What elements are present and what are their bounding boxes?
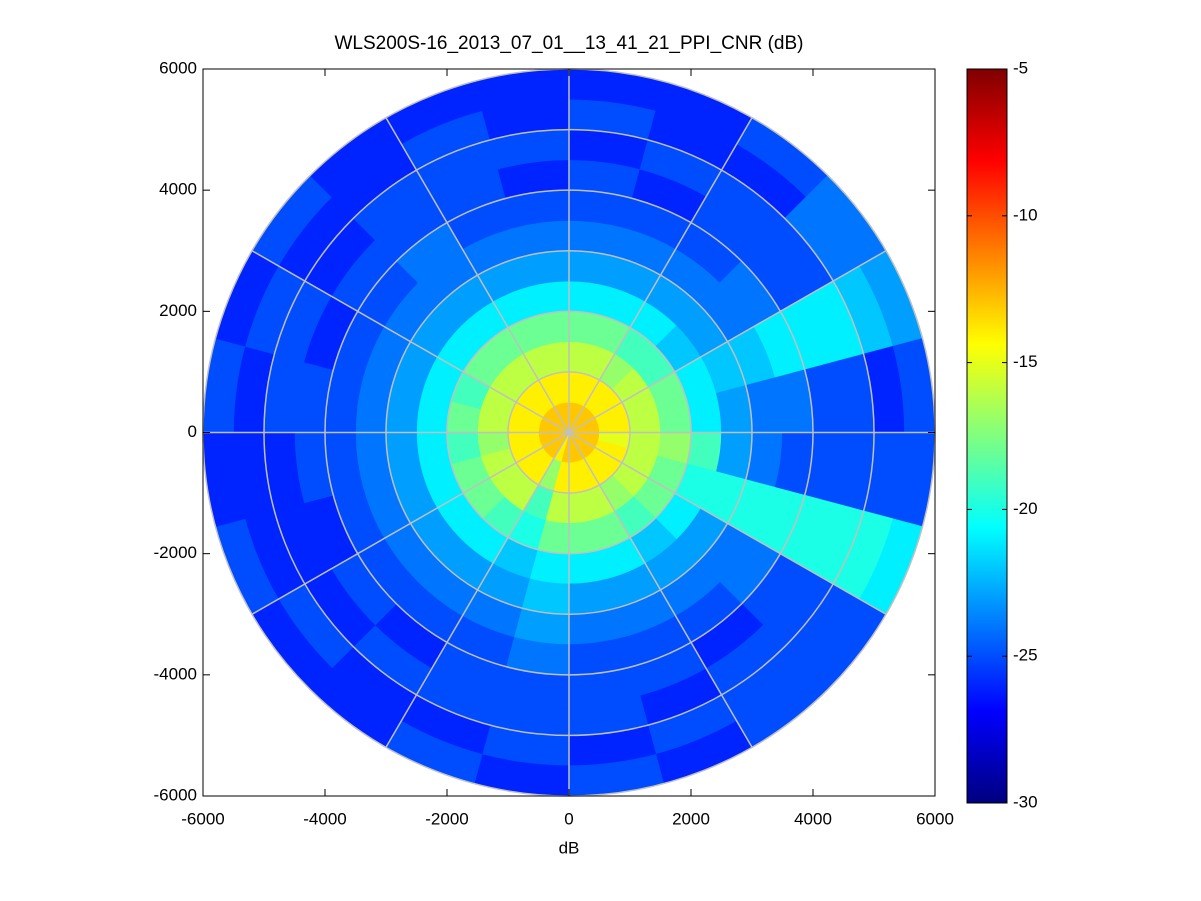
x-axis-label: dB — [559, 838, 580, 857]
colorbar: -5 -10 -15 -20 -25 -30 — [966, 58, 1038, 811]
grid-spoke — [385, 117, 570, 433]
grid-spoke — [568, 432, 753, 748]
grid-spoke — [385, 432, 570, 748]
x-tick-label: 4000 — [794, 809, 832, 828]
axes: -6000 -4000 -2000 0 2000 4000 6000 -6000 -4000 -2… — [154, 58, 954, 828]
y-tick-label: -4000 — [154, 664, 197, 683]
y-tick-label: 0 — [188, 422, 197, 441]
colorbar-tick-label: -20 — [1013, 499, 1038, 518]
x-tick-label: 0 — [564, 809, 573, 828]
heat-cell — [385, 385, 423, 433]
x-tick-label: -6000 — [181, 809, 224, 828]
y-tick-label: 6000 — [159, 58, 197, 77]
heat-cell — [715, 385, 753, 433]
heat-cell — [568, 578, 617, 615]
y-tick-label: -2000 — [154, 543, 197, 562]
colorbar-tick-label: -15 — [1013, 352, 1038, 371]
grid-spoke — [251, 250, 570, 434]
chart-title: WLS200S-16_2013_07_01__13_41_21_PPI_CNR … — [334, 33, 803, 54]
grid-spoke — [568, 117, 753, 433]
x-tick-label: -2000 — [425, 809, 468, 828]
colorbar-tick-label: -25 — [1013, 646, 1038, 665]
y-tick-label: 2000 — [159, 301, 197, 320]
x-tick-label: -4000 — [303, 809, 346, 828]
colorbar-tick-label: -5 — [1013, 58, 1028, 77]
x-tick-label: 6000 — [916, 809, 954, 828]
grid-spoke — [251, 431, 570, 615]
colorbar-tick-label: -10 — [1013, 205, 1038, 224]
heat-cell — [715, 432, 753, 480]
heat-cell — [521, 250, 570, 287]
heat-cell — [385, 432, 423, 480]
colorbar-tick-label: -30 — [1013, 792, 1038, 811]
y-tick-label: -6000 — [154, 785, 197, 804]
colorbar-scale — [966, 68, 1008, 804]
heat-cell — [568, 250, 617, 287]
grid-spoke — [568, 250, 887, 434]
y-tick-label: 4000 — [159, 180, 197, 199]
grid-spoke — [568, 431, 887, 615]
heat-cell — [521, 578, 570, 615]
x-tick-label: 2000 — [672, 809, 710, 828]
